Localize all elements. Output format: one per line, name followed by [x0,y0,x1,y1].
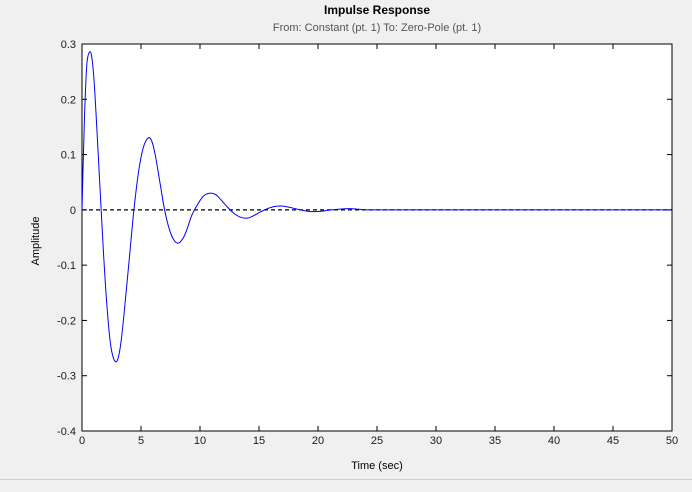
x-tick-label: 25 [371,435,383,447]
plot-area [81,43,673,432]
y-tick-label: 0.3 [61,39,76,51]
x-axis-label: Time (sec) [351,460,403,472]
x-tick-label: 45 [607,435,619,447]
y-tick-label: -0.1 [57,260,76,272]
y-tick-label: -0.4 [57,426,76,438]
y-tick-label: 0 [70,205,76,217]
chart-subtitle: From: Constant (pt. 1) To: Zero-Pole (pt… [273,22,481,34]
x-tick-label: 50 [666,435,678,447]
y-tick-label: -0.3 [57,371,76,383]
x-tick-label: 30 [430,435,442,447]
x-tick-label: 0 [79,435,85,447]
y-axis-label: Amplitude [30,217,42,266]
y-tick-label: 0.1 [61,150,76,162]
y-tick-label: -0.2 [57,315,76,327]
figure-panel: Impulse Response From: Constant (pt. 1) … [30,3,679,472]
x-tick-label: 15 [253,435,265,447]
x-tick-label: 5 [138,435,144,447]
x-tick-label: 10 [194,435,206,447]
x-tick-label: 20 [312,435,324,447]
chart-title: Impulse Response [324,3,430,17]
x-tick-label: 40 [548,435,560,447]
impulse-response-chart: Impulse Response From: Constant (pt. 1) … [30,3,678,472]
status-strip [0,479,692,492]
y-tick-label: 0.2 [61,94,76,106]
axis-ticks: 0 5 10 15 20 25 30 35 40 45 50 -0.4 -0.3 -0.2 -0.1 0 0.1… [57,39,678,447]
series-line [81,51,673,363]
x-tick-label: 35 [489,435,501,447]
